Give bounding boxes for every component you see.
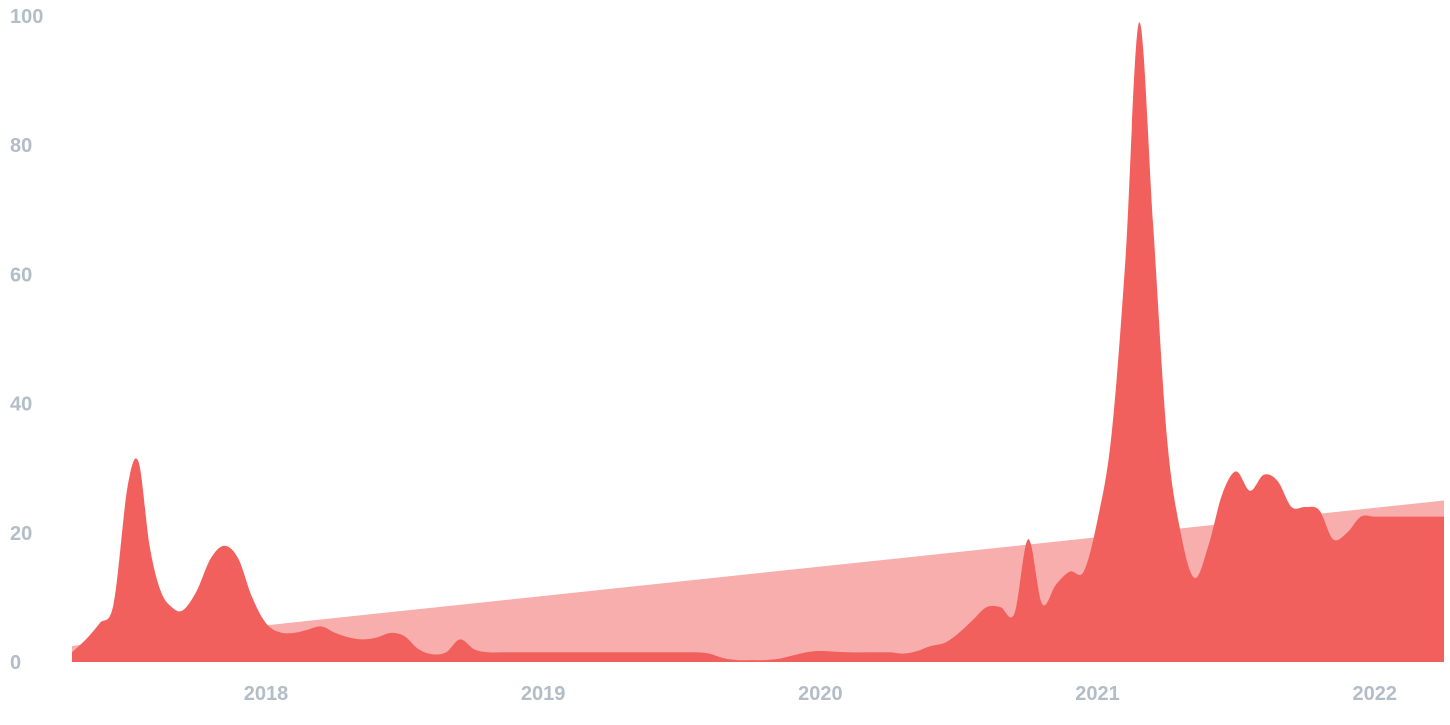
- y-tick-label: 80: [10, 135, 32, 157]
- x-tick-label: 2019: [521, 683, 566, 705]
- x-tick-label: 2018: [244, 683, 289, 705]
- y-tick-label: 0: [10, 652, 21, 674]
- y-tick-label: 100: [10, 6, 43, 28]
- y-tick-label: 60: [10, 264, 32, 286]
- x-tick-label: 2021: [1075, 683, 1120, 705]
- y-axis-tick-labels: 0 20 40 60 80 100: [10, 6, 43, 674]
- x-axis-tick-labels: 2018 2019 2020 2021 2022: [244, 683, 1397, 705]
- y-tick-label: 40: [10, 394, 32, 416]
- values-area: [72, 22, 1444, 663]
- x-tick-label: 2020: [798, 683, 843, 705]
- x-tick-label: 2022: [1352, 683, 1397, 705]
- y-tick-label: 20: [10, 523, 32, 545]
